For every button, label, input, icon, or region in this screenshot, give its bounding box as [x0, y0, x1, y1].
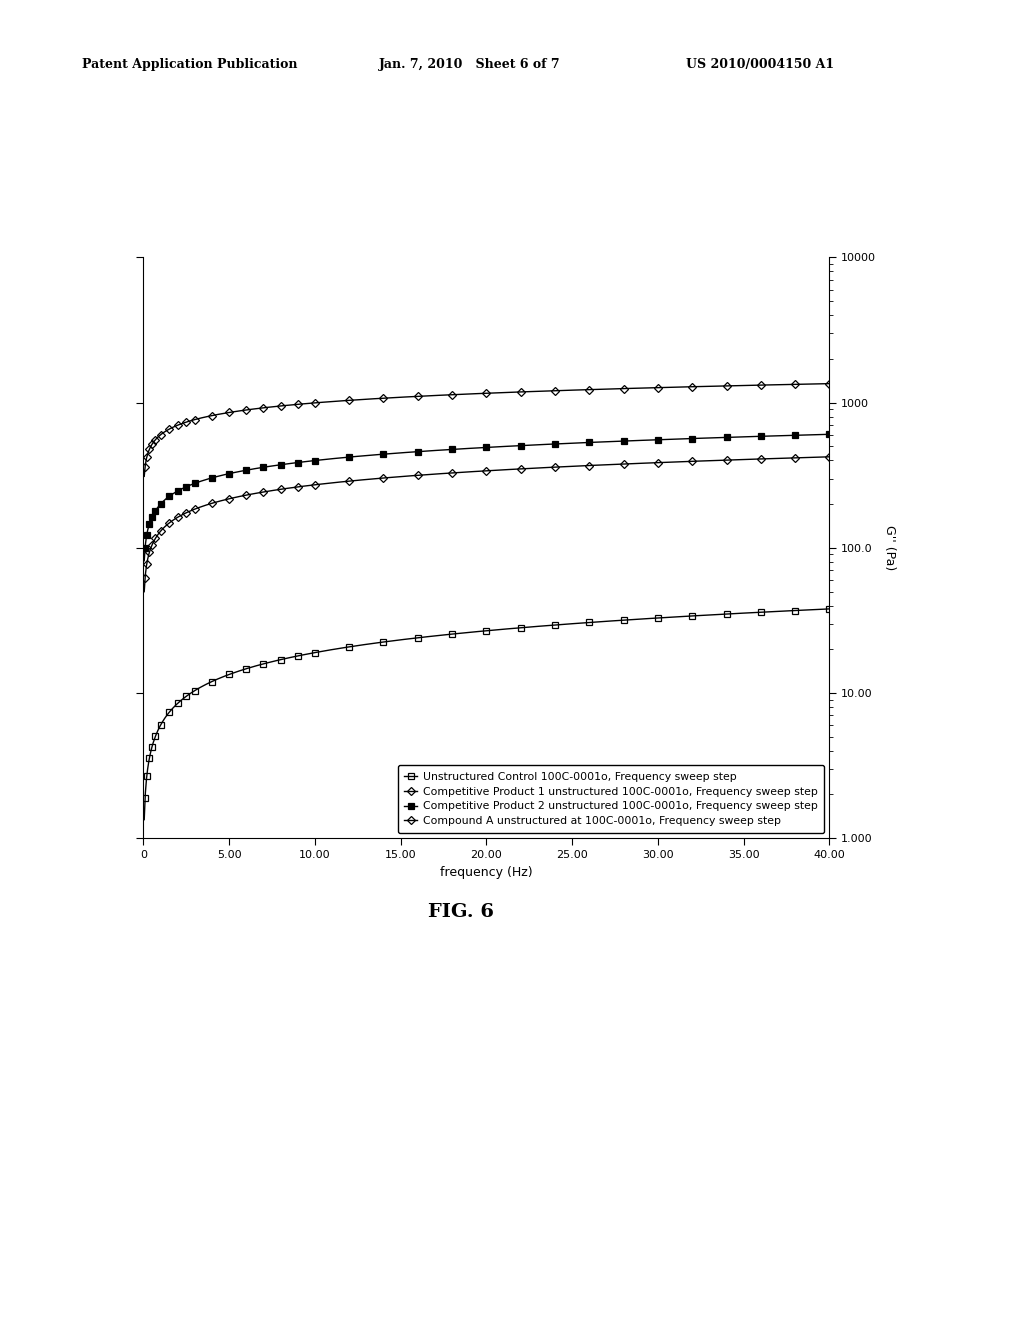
Text: US 2010/0004150 A1: US 2010/0004150 A1 — [686, 58, 835, 71]
Text: Patent Application Publication: Patent Application Publication — [82, 58, 297, 71]
Text: Jan. 7, 2010   Sheet 6 of 7: Jan. 7, 2010 Sheet 6 of 7 — [379, 58, 560, 71]
Y-axis label: G'' (Pa): G'' (Pa) — [883, 525, 896, 570]
X-axis label: frequency (Hz): frequency (Hz) — [440, 866, 532, 879]
Text: FIG. 6: FIG. 6 — [428, 903, 494, 921]
Legend: Unstructured Control 100C-0001o, Frequency sweep step, Competitive Product 1 uns: Unstructured Control 100C-0001o, Frequen… — [397, 766, 824, 833]
